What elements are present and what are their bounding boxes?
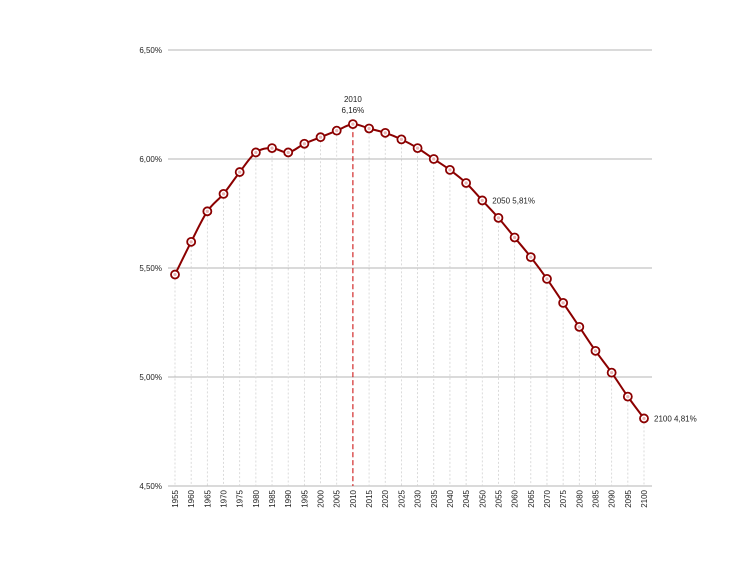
- annotation-label: 2010: [344, 95, 362, 104]
- annotation-label: 2050 5,81%: [492, 196, 535, 205]
- x-tick-label: 2020: [381, 489, 390, 507]
- data-point-core: [529, 255, 533, 259]
- data-point-core: [335, 129, 339, 133]
- data-point-core: [415, 146, 420, 150]
- x-tick-label: 2030: [414, 489, 423, 507]
- data-point-core: [513, 235, 517, 240]
- data-point-core: [545, 277, 549, 281]
- annotation-label: 6,16%: [342, 106, 365, 115]
- x-tick-label: 1990: [284, 489, 293, 507]
- y-tick-label: 4,50%: [139, 482, 162, 491]
- x-tick-label: 2070: [543, 489, 552, 507]
- data-point-core: [238, 170, 242, 174]
- data-point-core: [480, 198, 484, 203]
- x-tick-label: 1960: [187, 489, 196, 507]
- x-tick-label: 2095: [624, 489, 633, 507]
- data-point-core: [464, 181, 468, 185]
- y-tick-label: 5,50%: [139, 264, 162, 273]
- data-point-core: [432, 157, 436, 161]
- data-point-core: [189, 240, 193, 244]
- data-point-core: [399, 137, 404, 141]
- vertical-gridlines: [174, 124, 645, 486]
- x-tick-label: 2090: [608, 489, 617, 507]
- data-point-core: [610, 371, 614, 375]
- x-tick-label: 1955: [171, 489, 180, 507]
- data-point-core: [205, 209, 209, 213]
- data-point-core: [302, 142, 306, 146]
- y-tick-label: 6,00%: [139, 155, 162, 164]
- x-tick-label: 2045: [462, 489, 471, 507]
- x-tick-label: 1975: [236, 489, 245, 507]
- annotation-label: 2100 4,81%: [654, 414, 697, 423]
- x-tick-label: 2025: [397, 489, 406, 507]
- data-point-core: [642, 416, 646, 421]
- y-tick-label: 5,00%: [139, 373, 162, 382]
- x-tick-label: 2060: [511, 489, 520, 507]
- data-point-core: [383, 131, 387, 135]
- x-tick-label: 2040: [446, 489, 455, 507]
- x-tick-label: 2050: [478, 489, 487, 507]
- x-tick-label: 2100: [640, 489, 649, 507]
- x-tick-label: 2065: [527, 489, 536, 507]
- x-tick-label: 2035: [430, 489, 439, 507]
- x-tick-label: 2085: [591, 489, 600, 507]
- x-tick-label: 1995: [300, 489, 309, 507]
- data-point-core: [626, 395, 630, 399]
- data-point-core: [254, 150, 258, 155]
- data-point-core: [577, 325, 581, 329]
- x-tick-label: 1985: [268, 489, 277, 507]
- y-axis: 4,50% 5,00% 5,50% 6,00% 6,50%: [139, 46, 162, 491]
- data-point-core: [286, 150, 290, 155]
- x-tick-label: 1965: [203, 489, 212, 507]
- data-point-core: [351, 122, 355, 126]
- x-tick-label: 2010: [349, 489, 358, 507]
- data-point-core: [561, 301, 565, 305]
- data-point-core: [367, 126, 371, 131]
- x-tick-label: 2080: [575, 489, 584, 507]
- y-tick-label: 6,50%: [139, 46, 162, 55]
- data-point-core: [173, 272, 177, 277]
- x-tick-label: 2055: [494, 489, 503, 507]
- x-tick-label: 2075: [559, 489, 568, 507]
- data-point-core: [318, 135, 323, 139]
- x-tick-label: 2005: [333, 489, 342, 507]
- x-tick-label: 1970: [220, 489, 229, 507]
- data-points: [170, 119, 649, 424]
- annotations: 2010 6,16% 2050 5,81% 2100 4,81%: [342, 95, 697, 423]
- data-point-core: [221, 192, 226, 196]
- data-point-core: [593, 349, 598, 353]
- x-tick-label: 2000: [317, 489, 326, 507]
- series-layer: [174, 123, 645, 420]
- x-tick-label: 1980: [252, 489, 261, 507]
- data-point-core: [270, 146, 274, 150]
- x-axis: 1955 1960 1965 1970 1975 1980 1985 1990 1995 2000…: [171, 489, 649, 507]
- data-point-core: [448, 168, 452, 172]
- x-tick-label: 2015: [365, 489, 374, 507]
- series-line: [174, 123, 645, 420]
- data-point-core: [496, 216, 501, 220]
